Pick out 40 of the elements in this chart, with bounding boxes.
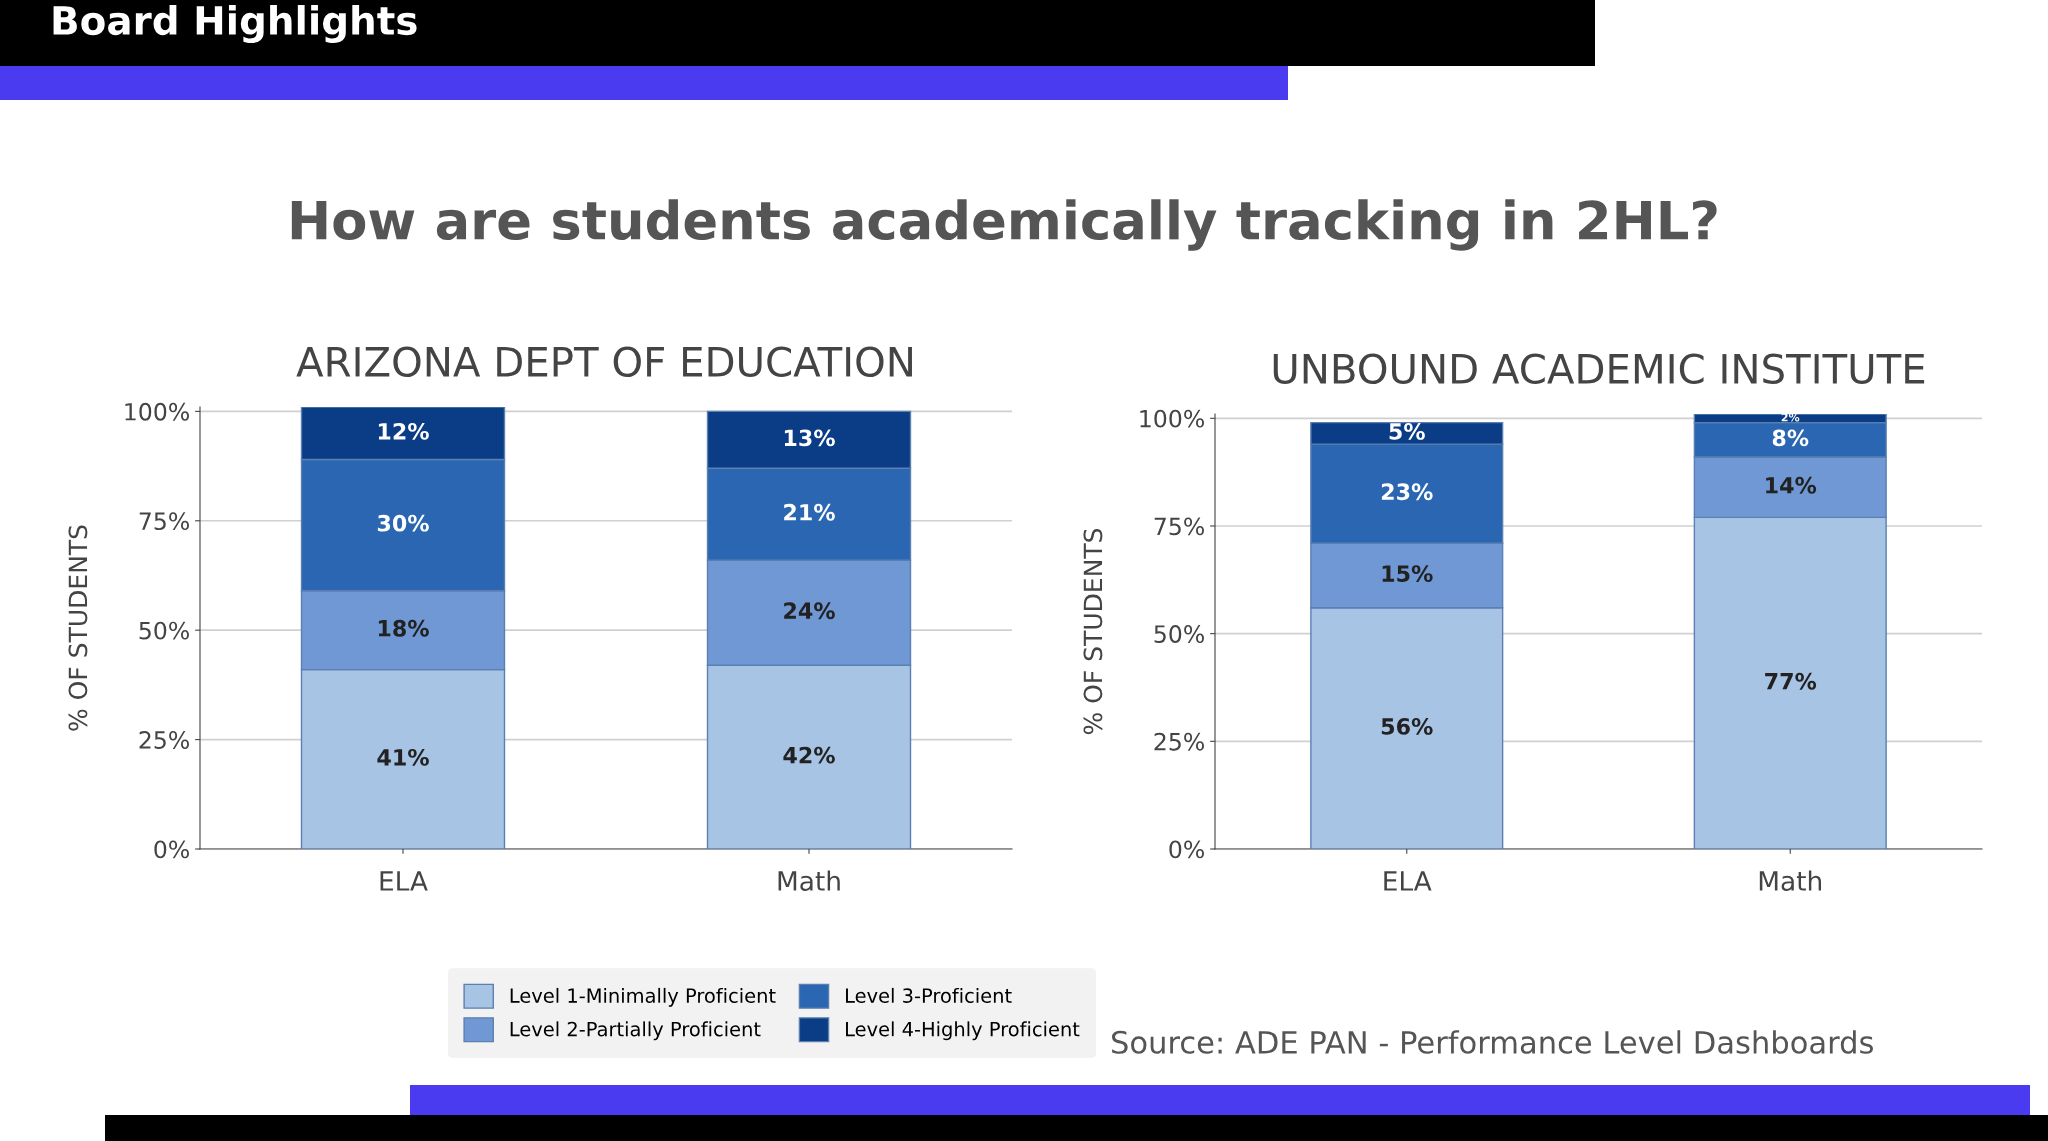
legend-label: Level 3-Proficient	[846, 987, 1012, 1003]
data-label: 13%	[784, 429, 835, 447]
data-label: 21%	[784, 503, 835, 521]
y-tick-label: 75%	[139, 512, 189, 531]
data-label: 24%	[784, 602, 835, 620]
x-tick-label: ELA	[1384, 871, 1432, 891]
y-tick-label: 0%	[1169, 840, 1204, 859]
y-tick-label: 25%	[1154, 732, 1204, 751]
data-label: 23%	[1381, 483, 1433, 501]
y-tick-label: 100%	[1140, 409, 1204, 428]
y-tick-label: 75%	[1154, 517, 1204, 536]
x-tick-label: Math	[778, 870, 840, 891]
y-axis-title: % OF STUDENTS	[1083, 528, 1103, 735]
x-tick-label: Math	[1759, 870, 1822, 891]
data-label: 18%	[378, 619, 429, 637]
data-label: 15%	[1382, 565, 1433, 582]
y-tick-label: 50%	[1154, 625, 1204, 643]
chart-title: UNBOUND ACADEMIC INSTITUTE	[1273, 353, 1925, 385]
y-tick-label: 100%	[125, 402, 189, 421]
y-tick-label: 25%	[139, 731, 189, 749]
data-label: 8%	[1772, 429, 1809, 447]
text: How are students academically tracking in 2HL?	[291, 199, 1717, 251]
data-label: 12%	[378, 422, 429, 440]
data-label: 41%	[377, 748, 429, 766]
legend-label: Level 4-Highly Proficient	[846, 1021, 1080, 1041]
legend-label: Level 1-Minimally Proficient	[510, 987, 776, 1007]
y-tick-label: 0%	[154, 840, 189, 859]
chart-title: ARIZONA DEPT OF EDUCATION	[296, 346, 912, 378]
data-label: 14%	[1766, 476, 1817, 494]
data-label: 5%	[1389, 423, 1425, 440]
data-label: 56%	[1381, 718, 1433, 735]
y-axis-title: % OF STUDENTS	[68, 525, 88, 731]
data-label: 42%	[783, 746, 835, 764]
legend-label: Level 2-Partially Proficient	[510, 1021, 761, 1041]
source-note: Source: ADE PAN - Performance Level Dashboards	[1112, 1030, 1873, 1054]
data-label: 77%	[1765, 672, 1817, 690]
text: Board Highlights	[53, 5, 417, 43]
x-tick-label: ELA	[380, 871, 428, 891]
y-tick-label: 50%	[139, 621, 189, 640]
data-label: 30%	[377, 514, 429, 532]
